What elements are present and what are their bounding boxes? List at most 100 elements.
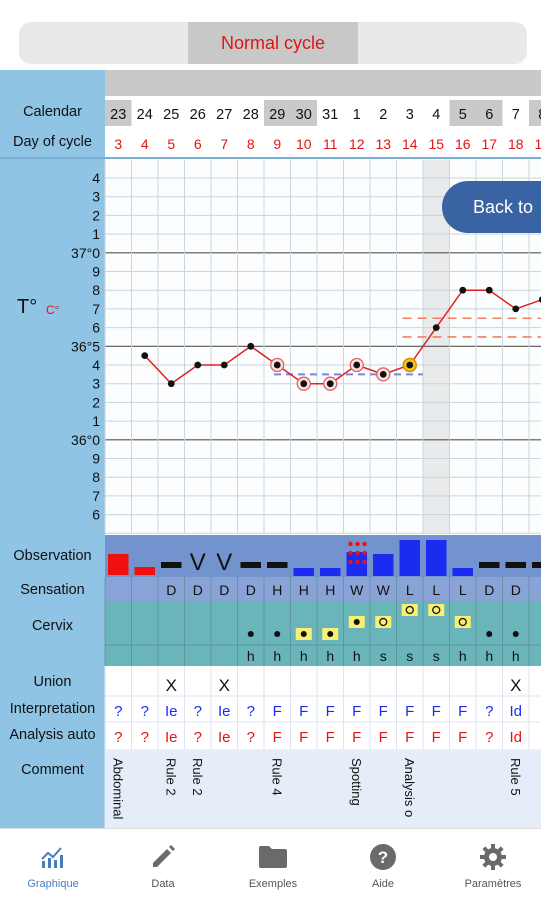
- calendar-day: 1: [353, 107, 361, 123]
- temp-axis-label: 9: [92, 264, 100, 280]
- pencil-icon: [148, 842, 178, 872]
- nav-parametres[interactable]: Paramètres: [455, 829, 531, 900]
- interpretation-value: ?: [194, 703, 202, 720]
- cycle-day: 19: [534, 136, 541, 152]
- temp-axis-label: 4: [92, 357, 100, 373]
- temperature-unit-toggle[interactable]: C°: [46, 303, 60, 317]
- interpretation-value: Ie: [165, 703, 178, 720]
- calendar-day: 26: [190, 107, 206, 123]
- label-observation: Observation: [13, 548, 92, 564]
- chart-icon: [38, 842, 68, 872]
- temp-axis-label: 3: [92, 189, 100, 205]
- temperature-point: [247, 342, 255, 350]
- cervix-mark: [379, 617, 388, 627]
- comment-text: Analysis o: [402, 758, 417, 817]
- temp-axis-label: 9: [92, 451, 100, 467]
- sensation-value: D: [166, 582, 176, 598]
- cervix-box: [401, 604, 418, 616]
- temp-axis-label: 36°5: [71, 338, 100, 354]
- cervix-texture: s: [406, 648, 413, 664]
- temperature-point: [220, 361, 228, 369]
- temperature-line: [144, 289, 541, 385]
- nav-label: Data: [151, 878, 175, 890]
- sensation-value: H: [272, 582, 282, 598]
- header-band: [105, 70, 541, 96]
- analysis-value: F: [326, 729, 335, 746]
- cervix-box: [375, 616, 392, 628]
- cycle-day: 8: [247, 136, 255, 152]
- cervix-texture: s: [380, 648, 387, 664]
- temp-axis-label: 6: [92, 320, 100, 336]
- nav-exemples[interactable]: Exemples: [238, 829, 308, 900]
- temperature-point: [141, 352, 149, 360]
- calendar-cell-shaded: [105, 100, 132, 126]
- temperature-point: [273, 361, 281, 369]
- interpretation-value: F: [273, 703, 282, 720]
- label-calendar: Calendar: [23, 104, 82, 120]
- sensation-value: H: [299, 582, 309, 598]
- union-mark: X: [510, 676, 521, 695]
- sensation-value: D: [219, 582, 229, 598]
- cervix-texture: h: [300, 648, 308, 664]
- temp-axis-label: 1: [92, 226, 100, 242]
- spotting-dot: [362, 541, 367, 547]
- cycle-day: 11: [323, 136, 338, 152]
- cycle-day: 13: [375, 136, 391, 152]
- sensation-value: L: [459, 582, 467, 598]
- observation-mark: [505, 562, 526, 568]
- comment-text: Spotting: [349, 758, 364, 806]
- help-icon: ?: [368, 842, 398, 872]
- sensation-value: L: [432, 582, 440, 598]
- segment-normal-cycle[interactable]: Normal cycle: [188, 22, 358, 64]
- cycle-day: 3: [114, 136, 122, 152]
- analysis-value: F: [405, 729, 414, 746]
- nav-label: Exemples: [248, 878, 298, 890]
- interpretation-value: F: [379, 703, 388, 720]
- cycle-day: 7: [220, 136, 228, 152]
- cervix-texture: h: [326, 648, 334, 664]
- label-analysis-auto: Analysis auto: [9, 727, 96, 743]
- analysis-value: F: [432, 729, 441, 746]
- comment-text: Rule 5: [508, 758, 523, 796]
- temp-axis-label: 6: [92, 507, 100, 523]
- interpretation-value: F: [299, 703, 308, 720]
- union-mark: X: [219, 676, 230, 695]
- analysis-value: ?: [114, 729, 122, 746]
- calendar-day: 6: [485, 107, 493, 123]
- comment-text: Abdominal: [110, 758, 125, 820]
- label-sensation: Sensation: [20, 582, 85, 598]
- nav-aide[interactable]: ? Aide: [353, 829, 413, 900]
- analysis-value: ?: [247, 729, 255, 746]
- calendar-day: 25: [163, 107, 179, 123]
- sensation-value: D: [193, 582, 203, 598]
- spotting-dot: [348, 550, 353, 556]
- back-to-today-button[interactable]: Back to: [442, 181, 541, 233]
- sensation-value: D: [246, 582, 256, 598]
- calendar-day: 23: [110, 107, 126, 123]
- temp-axis-label: 7: [92, 488, 100, 504]
- nav-graphique[interactable]: Graphique: [23, 829, 83, 900]
- nav-data[interactable]: Data: [133, 829, 193, 900]
- spotting-dot: [348, 541, 353, 547]
- temp-axis-label: 3: [92, 376, 100, 392]
- temp-axis-label: 8: [92, 469, 100, 485]
- interpretation-value: F: [352, 703, 361, 720]
- cycle-day: 14: [402, 136, 418, 152]
- nav-label: Paramètres: [464, 878, 522, 890]
- svg-text:?: ?: [378, 848, 388, 867]
- temperature-point: [406, 361, 414, 369]
- cervix-texture: h: [247, 648, 255, 664]
- temp-axis-label: 7: [92, 301, 100, 317]
- observation-mark: [161, 562, 182, 568]
- temp-axis-label: 4: [92, 170, 100, 186]
- interpretation-value: ?: [141, 703, 149, 720]
- row-label-column: [0, 70, 105, 828]
- temp-axis-label: 2: [92, 207, 100, 223]
- calendar-day: 28: [243, 107, 259, 123]
- cervix-mark: [432, 605, 441, 615]
- temperature-point: [538, 296, 541, 303]
- calendar-day: 2: [379, 107, 387, 123]
- interpretation-value: Ie: [218, 703, 231, 720]
- temperature-point: [326, 380, 334, 388]
- cervix-mark: [353, 619, 360, 625]
